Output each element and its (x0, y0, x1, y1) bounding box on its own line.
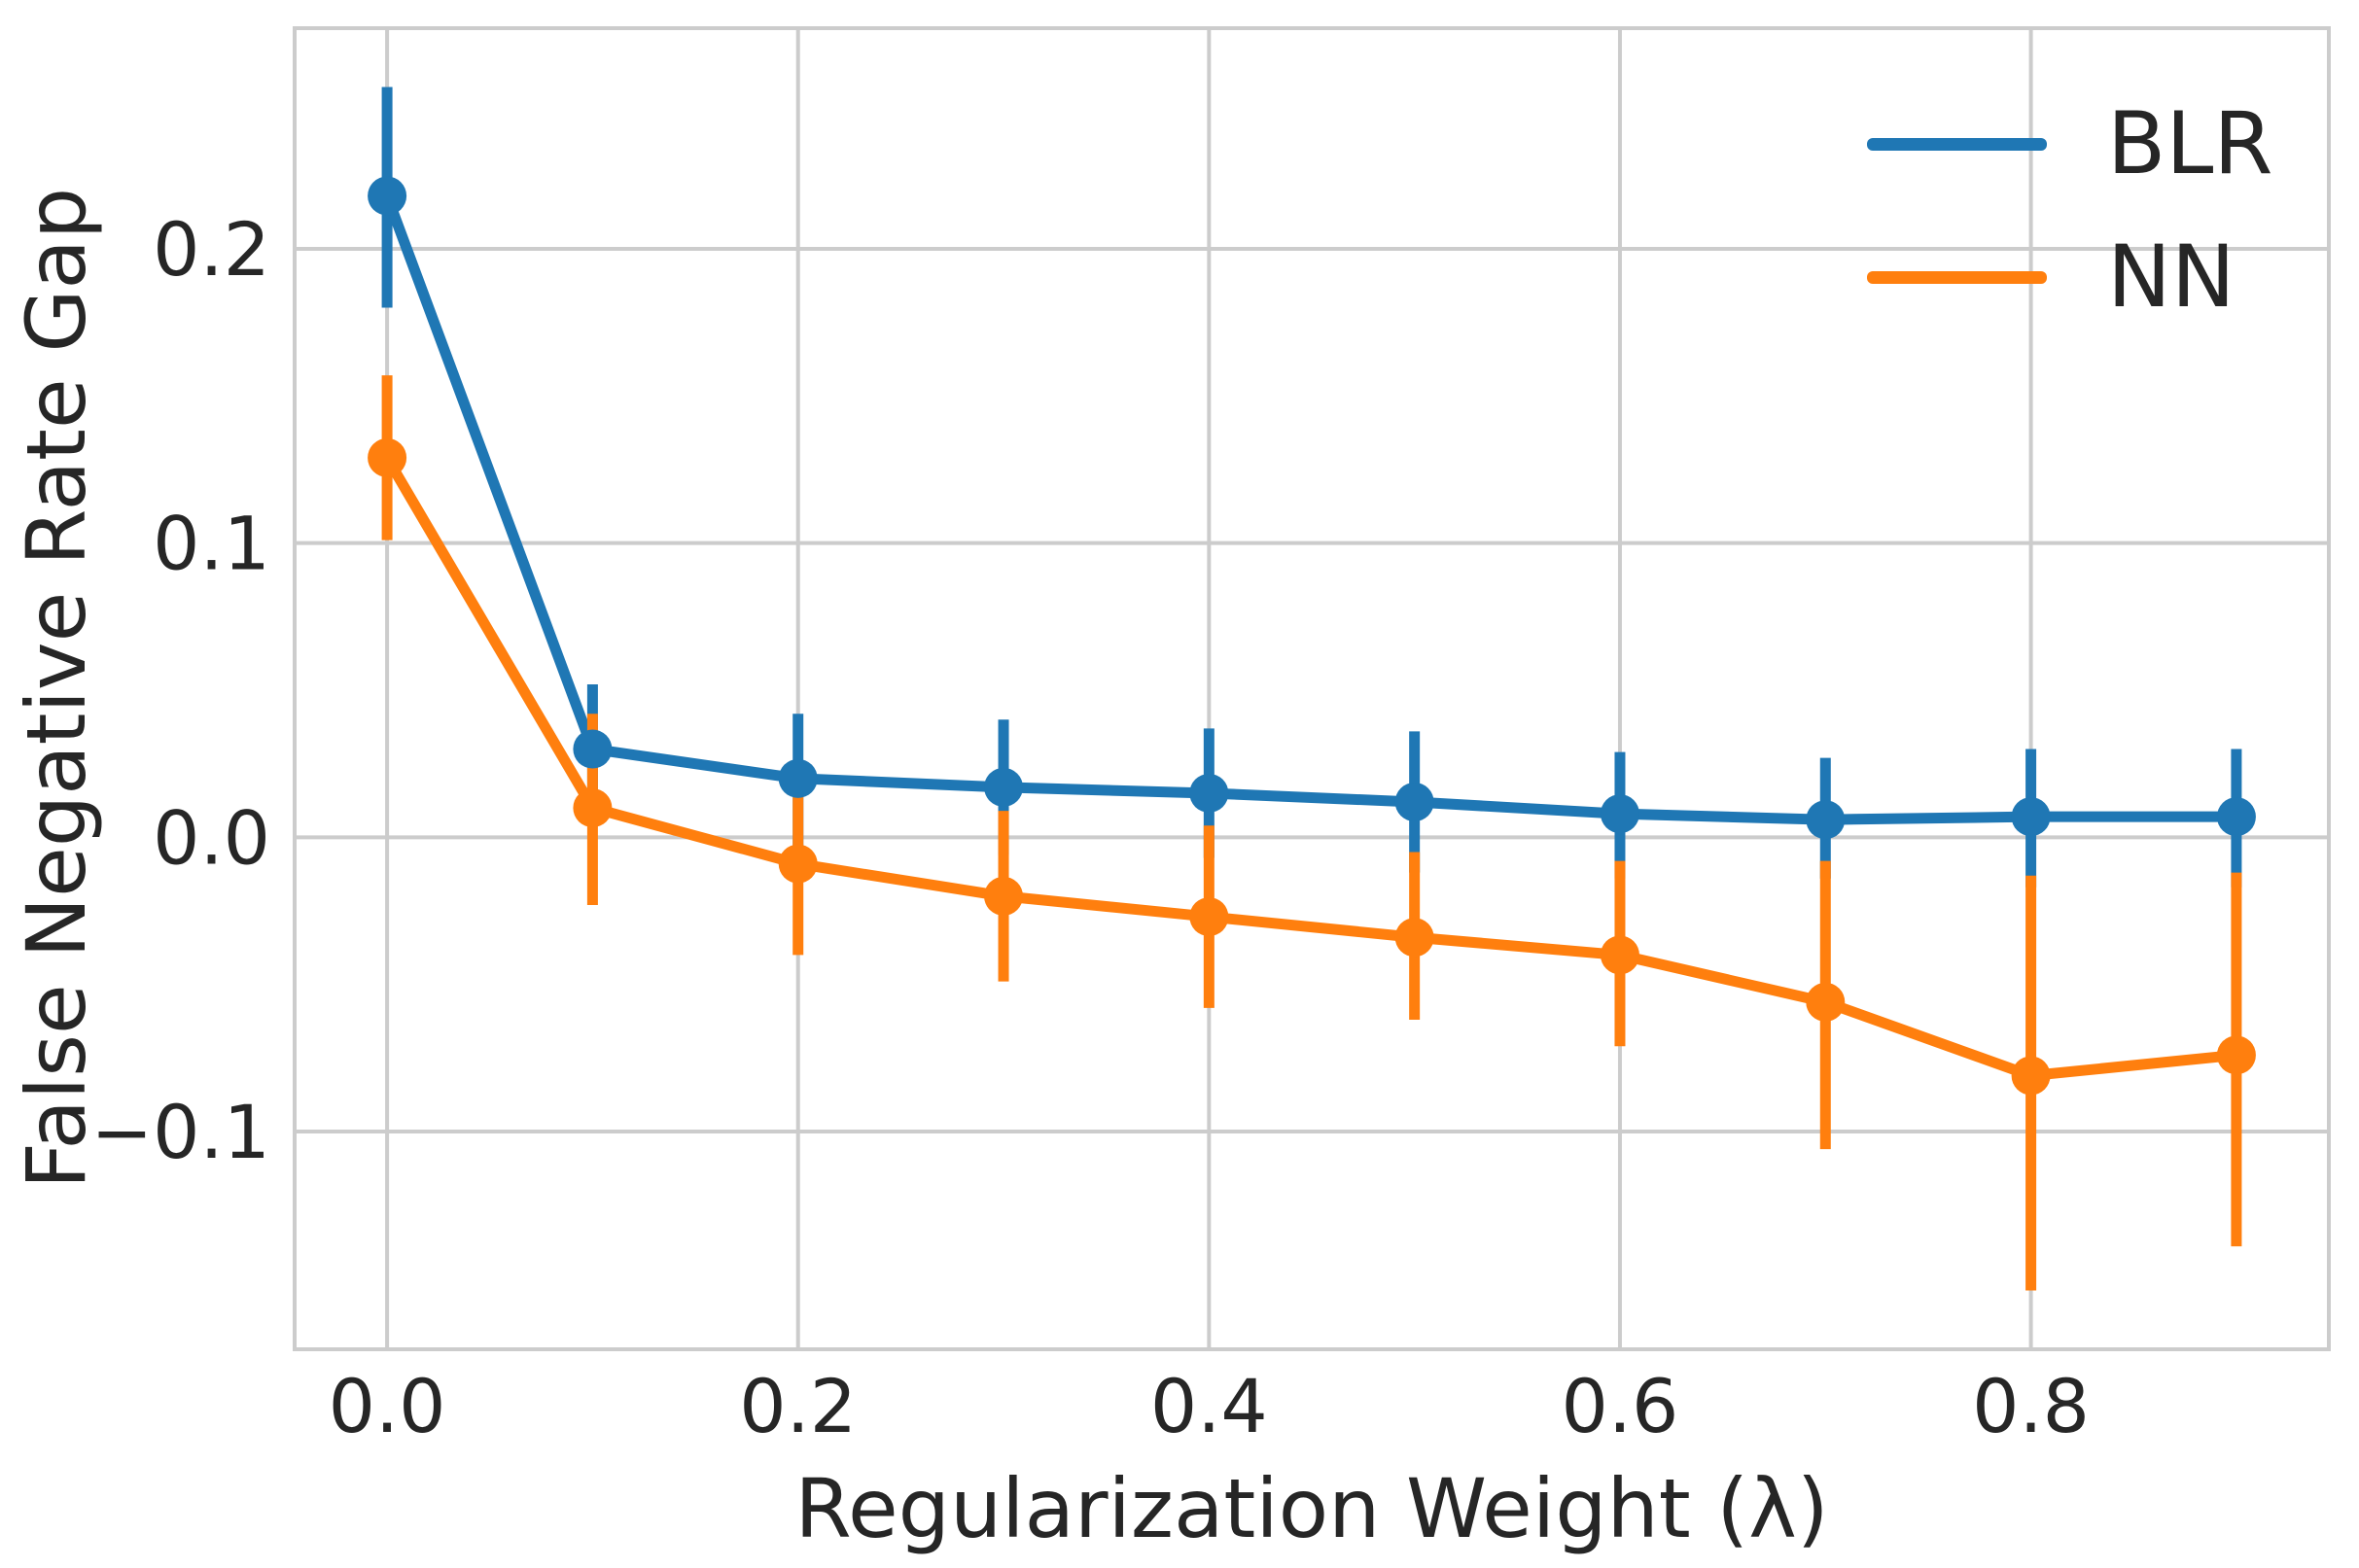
series-line (382, 455, 2237, 1082)
x-tick-label: 0.6 (1562, 1363, 1679, 1449)
x-tick-label: 0.8 (1972, 1363, 2090, 1449)
data-point-marker (1394, 783, 1434, 822)
data-point-marker (368, 176, 407, 216)
series-nn-markers (368, 437, 2256, 1096)
data-point-marker (984, 876, 1024, 916)
data-point-marker (573, 788, 613, 828)
data-point-marker (2216, 797, 2256, 837)
y-tick-label: 0.0 (153, 794, 270, 881)
series-line (381, 193, 2236, 825)
data-point-marker (1394, 918, 1434, 958)
plot-frame (293, 26, 2331, 1351)
x-tick-label: 0.4 (1150, 1363, 1268, 1449)
data-point-marker (1189, 773, 1229, 813)
y-tick-label: 0.1 (153, 501, 270, 587)
grid-lines (295, 28, 2329, 1349)
data-point-marker (368, 437, 407, 477)
data-point-marker (778, 844, 818, 884)
y-tick-label: −0.1 (90, 1089, 270, 1175)
data-point-marker (2216, 1035, 2256, 1075)
legend-line-swatch (1867, 137, 2047, 151)
x-tick-label: 0.2 (739, 1363, 857, 1449)
data-point-marker (2011, 797, 2051, 837)
data-point-marker (1600, 794, 1639, 834)
data-point-marker (2011, 1056, 2051, 1096)
data-point-marker (984, 767, 1024, 807)
data-point-marker (1189, 897, 1229, 937)
legend-line-swatch (1867, 270, 2047, 284)
data-point-marker (573, 729, 613, 769)
x-axis-label: Regularization Weight (λ) (794, 1461, 1829, 1556)
x-tick-label: 0.0 (329, 1363, 446, 1449)
legend-label: BLR (2107, 93, 2273, 193)
data-point-marker (1806, 800, 1846, 840)
legend-item-nn: NN (1867, 224, 2273, 331)
y-tick-label: 0.2 (153, 206, 270, 293)
data-point-marker (1806, 982, 1846, 1022)
series-nn (381, 375, 2242, 1291)
legend-item-blr: BLR (1867, 90, 2273, 197)
legend-label: NN (2107, 226, 2236, 327)
series-blr-markers (368, 176, 2256, 840)
data-point-marker (778, 758, 818, 798)
y-axis-label: False Negative Rate Gap (9, 187, 104, 1190)
legend: BLR NN (1867, 90, 2273, 331)
data-point-marker (1600, 935, 1639, 975)
